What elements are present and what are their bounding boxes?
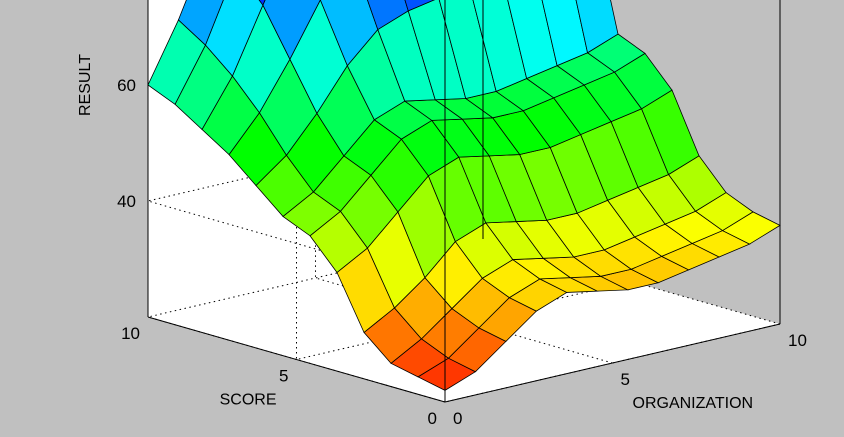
surface-cell — [177, 0, 224, 46]
y-axis-label: SCORE — [220, 392, 277, 409]
surface-cell — [319, 0, 379, 67]
z-tick-label: 60 — [117, 76, 136, 95]
x-tick-label: 5 — [621, 370, 630, 389]
surface-cell — [204, 0, 264, 77]
axes-box — [147, 0, 781, 403]
x-tick-label: 0 — [453, 409, 462, 428]
z-tick-label: 40 — [117, 192, 136, 211]
y-tick-label: 0 — [428, 409, 437, 428]
axes-box-edge — [147, 316, 446, 403]
x-tick-label: 10 — [788, 331, 807, 350]
surface-cell — [507, 0, 558, 80]
surface-cell — [404, 0, 435, 12]
y-tick-label: 5 — [279, 367, 288, 386]
axes-box-edge — [444, 323, 781, 403]
surface-mesh — [147, 0, 781, 391]
surface-cell — [262, 0, 321, 61]
surface-cell — [367, 0, 409, 31]
surface-cell — [407, 0, 467, 101]
y-tick-label: 10 — [121, 324, 140, 343]
surface-cell — [575, 0, 619, 54]
tick-labels: 05100510406080 — [117, 76, 807, 428]
surface-cell — [438, 0, 497, 99]
x-axis-label: ORGANIZATION — [633, 395, 754, 412]
surface-cell — [541, 0, 588, 67]
surface-cell — [258, 0, 266, 6]
surface-cell — [289, 0, 348, 115]
z-axis-label: RESULT — [77, 54, 94, 116]
